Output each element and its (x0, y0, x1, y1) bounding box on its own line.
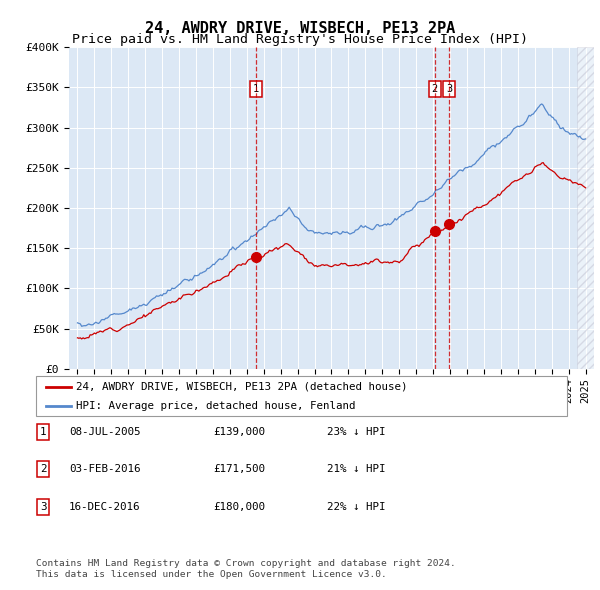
Text: Price paid vs. HM Land Registry's House Price Index (HPI): Price paid vs. HM Land Registry's House … (72, 33, 528, 46)
Text: 23% ↓ HPI: 23% ↓ HPI (327, 427, 386, 437)
Text: £139,000: £139,000 (213, 427, 265, 437)
Text: 08-JUL-2005: 08-JUL-2005 (69, 427, 140, 437)
Text: Contains HM Land Registry data © Crown copyright and database right 2024.
This d: Contains HM Land Registry data © Crown c… (36, 559, 456, 579)
Text: 16-DEC-2016: 16-DEC-2016 (69, 503, 140, 512)
Text: 2: 2 (40, 464, 46, 474)
Text: £171,500: £171,500 (213, 464, 265, 474)
Text: 22% ↓ HPI: 22% ↓ HPI (327, 503, 386, 512)
Text: 2: 2 (431, 84, 438, 94)
Text: 3: 3 (446, 84, 452, 94)
Text: 03-FEB-2016: 03-FEB-2016 (69, 464, 140, 474)
Text: 1: 1 (253, 84, 259, 94)
Bar (577, 47, 594, 369)
Text: 3: 3 (40, 503, 46, 512)
Text: 24, AWDRY DRIVE, WISBECH, PE13 2PA (detached house): 24, AWDRY DRIVE, WISBECH, PE13 2PA (deta… (76, 382, 407, 392)
Text: 1: 1 (40, 427, 46, 437)
Text: HPI: Average price, detached house, Fenland: HPI: Average price, detached house, Fenl… (76, 401, 355, 411)
Text: 24, AWDRY DRIVE, WISBECH, PE13 2PA: 24, AWDRY DRIVE, WISBECH, PE13 2PA (145, 21, 455, 35)
Text: 21% ↓ HPI: 21% ↓ HPI (327, 464, 386, 474)
Text: £180,000: £180,000 (213, 503, 265, 512)
